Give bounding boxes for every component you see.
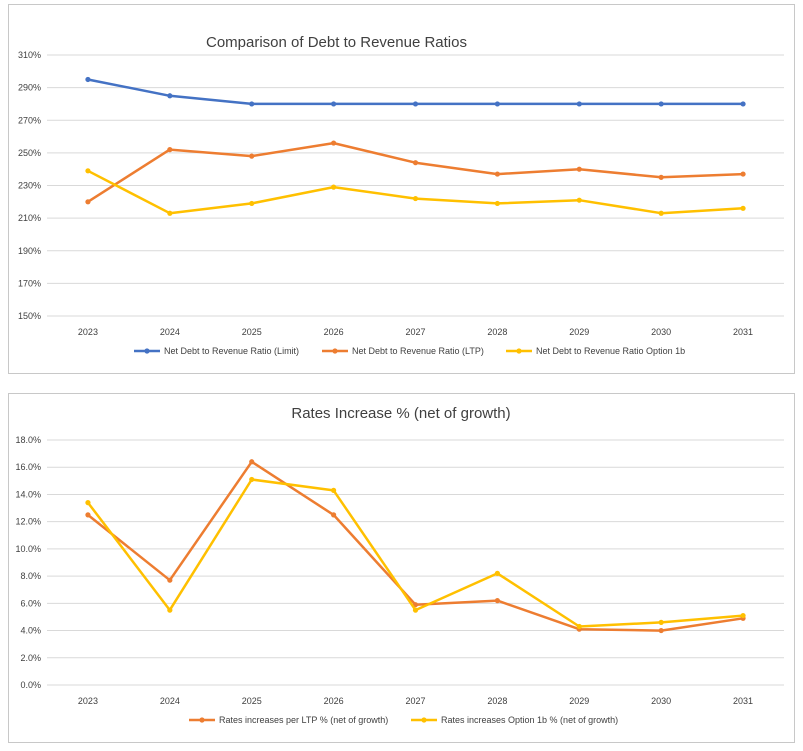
data-point xyxy=(331,184,337,190)
series-line xyxy=(87,141,744,203)
chart-title: Rates Increase % (net of growth) xyxy=(291,405,510,422)
data-point xyxy=(412,101,419,107)
legend-label: Net Debt to Revenue Ratio (LTP) xyxy=(352,346,484,356)
data-point xyxy=(412,607,419,613)
x-tick-label: 2026 xyxy=(324,696,344,706)
data-point xyxy=(167,577,173,583)
data-point xyxy=(167,210,173,216)
data-point xyxy=(494,171,500,177)
legend-label: Rates increases per LTP % (net of growth… xyxy=(219,715,388,725)
legend-label: Net Debt to Revenue Ratio Option 1b xyxy=(536,346,685,356)
series-line xyxy=(87,78,744,106)
legend-marker xyxy=(421,717,427,723)
data-point xyxy=(85,76,91,83)
data-point xyxy=(249,459,255,465)
data-point xyxy=(494,200,500,207)
data-point xyxy=(249,476,255,483)
series-line xyxy=(87,169,744,215)
data-point xyxy=(331,487,337,493)
y-tick-label: 290% xyxy=(18,83,41,93)
y-tick-label: 4.0% xyxy=(20,626,41,636)
y-tick-label: 190% xyxy=(18,246,41,256)
data-point xyxy=(576,101,582,107)
x-tick-label: 2026 xyxy=(324,327,344,337)
y-tick-label: 150% xyxy=(18,311,41,321)
x-tick-label: 2025 xyxy=(242,327,262,337)
data-point xyxy=(412,195,419,202)
data-point xyxy=(658,210,664,216)
data-point xyxy=(85,168,91,174)
data-point xyxy=(167,93,173,99)
x-tick-label: 2031 xyxy=(733,327,753,337)
y-tick-label: 210% xyxy=(18,213,41,223)
legend-marker xyxy=(516,348,522,354)
data-point xyxy=(331,140,337,146)
chart-title: Comparison of Debt to Revenue Ratios xyxy=(206,34,467,51)
y-tick-label: 170% xyxy=(18,278,41,288)
data-point xyxy=(167,147,173,153)
y-tick-label: 12.0% xyxy=(15,517,41,527)
y-tick-label: 6.0% xyxy=(20,598,41,608)
rates-increase-chart-panel: Rates Increase % (net of growth) 18.0% 16… xyxy=(8,393,795,743)
data-point xyxy=(85,512,91,518)
legend-marker xyxy=(144,348,150,354)
debt-ratio-chart: Comparison of Debt to Revenue Ratios 310… xyxy=(18,34,784,356)
y-tick-label: 8.0% xyxy=(20,571,41,581)
legend-label: Rates increases Option 1b % (net of grow… xyxy=(441,715,618,725)
y-tick-label: 16.0% xyxy=(15,462,41,472)
y-tick-label: 310% xyxy=(18,50,41,60)
y-tick-label: 0.0% xyxy=(20,680,41,690)
data-point xyxy=(740,612,746,619)
data-point xyxy=(249,153,255,159)
x-tick-label: 2031 xyxy=(733,696,753,706)
y-tick-label: 18.0% xyxy=(15,435,41,445)
x-tick-label: 2025 xyxy=(242,696,262,706)
data-point xyxy=(412,160,419,166)
data-point xyxy=(331,512,337,518)
y-tick-label: 10.0% xyxy=(15,544,41,554)
x-tick-label: 2030 xyxy=(651,696,671,706)
data-point xyxy=(658,101,664,107)
x-tick-label: 2023 xyxy=(78,696,98,706)
data-point xyxy=(740,205,746,211)
data-point xyxy=(658,174,664,180)
x-tick-label: 2024 xyxy=(160,696,180,706)
x-tick-label: 2024 xyxy=(160,327,180,337)
data-point xyxy=(85,199,91,205)
debt-ratio-chart-panel: Comparison of Debt to Revenue Ratios 310… xyxy=(8,4,795,374)
y-tick-label: 2.0% xyxy=(20,653,41,663)
x-tick-label: 2028 xyxy=(487,696,507,706)
y-tick-label: 270% xyxy=(18,115,41,125)
data-point xyxy=(576,623,582,630)
data-point xyxy=(494,598,500,604)
data-point xyxy=(249,101,255,107)
data-point xyxy=(249,200,255,207)
data-point xyxy=(494,101,500,107)
x-tick-label: 2027 xyxy=(405,327,425,337)
data-point xyxy=(740,101,746,107)
x-tick-label: 2028 xyxy=(487,327,507,337)
y-tick-label: 250% xyxy=(18,148,41,158)
data-point xyxy=(494,570,500,576)
x-tick-label: 2030 xyxy=(651,327,671,337)
data-point xyxy=(576,197,582,203)
x-tick-label: 2027 xyxy=(405,696,425,706)
rates-increase-chart: Rates Increase % (net of growth) 18.0% 16… xyxy=(15,405,784,725)
x-tick-label: 2029 xyxy=(569,696,589,706)
legend-marker xyxy=(199,717,205,723)
data-point xyxy=(167,607,173,613)
data-point xyxy=(576,166,582,172)
data-point xyxy=(85,500,91,506)
data-point xyxy=(658,627,664,634)
data-point xyxy=(658,619,664,625)
data-point xyxy=(331,101,337,107)
y-tick-label: 230% xyxy=(18,181,41,191)
y-tick-label: 14.0% xyxy=(15,489,41,499)
x-tick-label: 2029 xyxy=(569,327,589,337)
legend-label: Net Debt to Revenue Ratio (Limit) xyxy=(164,346,299,356)
x-tick-label: 2023 xyxy=(78,327,98,337)
data-point xyxy=(740,171,746,177)
legend-marker xyxy=(332,348,338,354)
